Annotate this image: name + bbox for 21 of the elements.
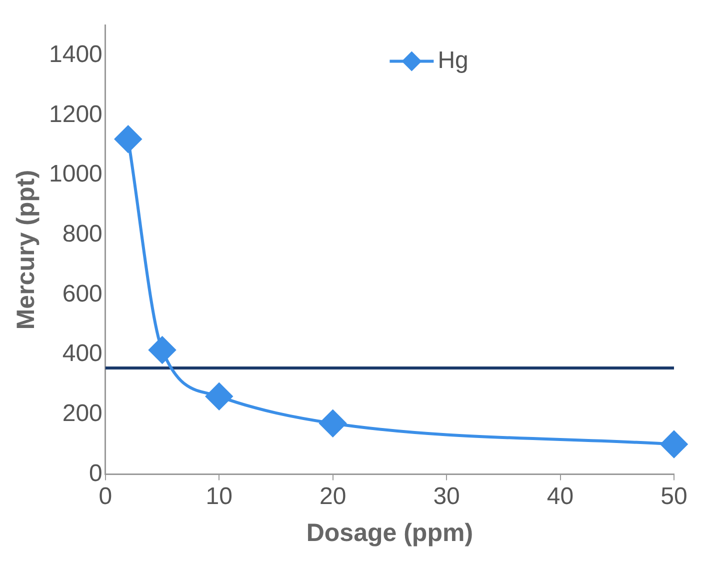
y-tick-label: 800 [62, 220, 102, 248]
point [660, 430, 688, 458]
y-tick-label: 1200 [49, 100, 102, 128]
x-axis-title: Dosage (ppm) [306, 518, 474, 547]
x-tick-label: 20 [319, 483, 346, 510]
y-tick-label: 600 [62, 280, 102, 308]
legend-label: Hg [438, 46, 468, 74]
y-tick-label: 1400 [49, 40, 102, 68]
y-tick-label: 200 [62, 400, 102, 427]
x-tick-label: 10 [206, 483, 232, 510]
point [114, 126, 142, 153]
point [206, 382, 233, 410]
x-tick-label: 30 [433, 483, 460, 510]
y-tick-label: 0 [89, 460, 102, 487]
y-tick-label: 1000 [49, 160, 102, 188]
y-axis-title: Mercury (ppt) [12, 170, 40, 330]
point [319, 410, 346, 437]
point [148, 336, 176, 364]
x-tick-label: 50 [660, 483, 688, 510]
x-tick-label: 40 [546, 483, 574, 510]
y-tick-label: 400 [62, 340, 102, 368]
